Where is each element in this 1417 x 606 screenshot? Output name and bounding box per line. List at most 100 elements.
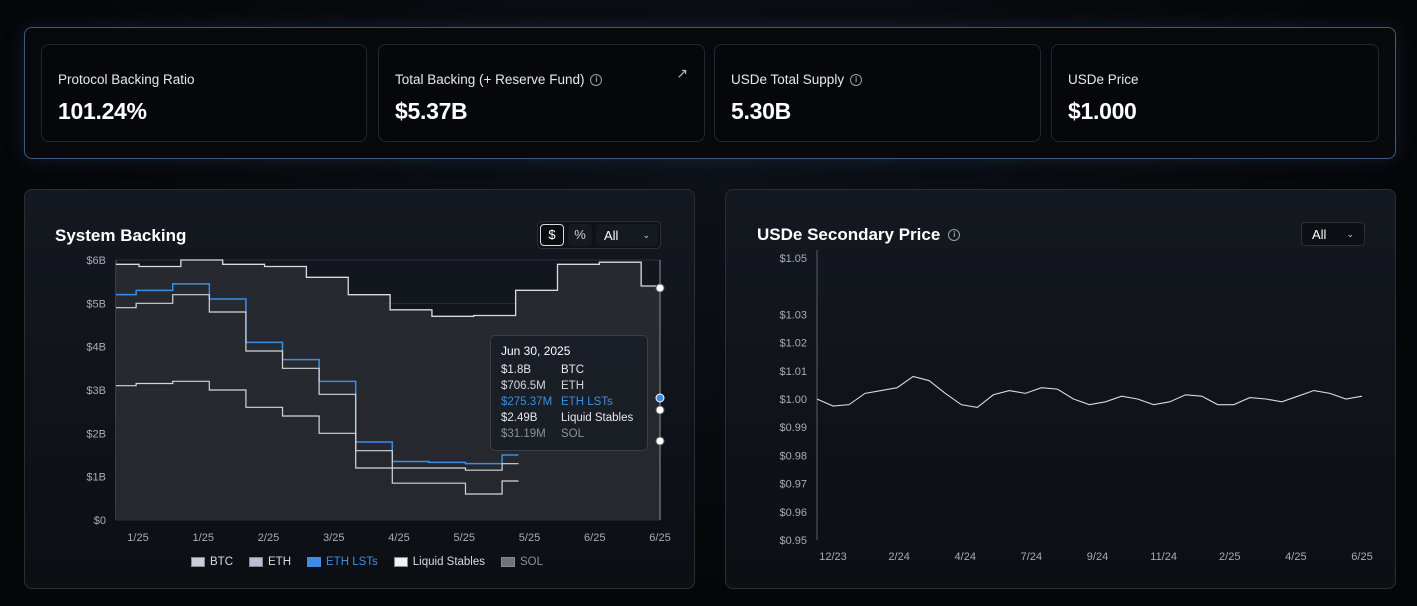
chevron-down-icon: ⌄ (642, 229, 650, 240)
range-select[interactable]: All ⌄ (1301, 222, 1365, 246)
info-icon[interactable]: i (850, 73, 863, 86)
x-tick-label: 9/24 (1087, 551, 1108, 563)
tooltip-label: ETH LSTs (561, 396, 613, 408)
unit-button-dollar[interactable]: $ (540, 224, 564, 246)
tooltip-label: ETH (561, 380, 584, 392)
tooltip-value: $2.49B (501, 412, 538, 424)
x-tick-label: 1/25 (193, 532, 214, 544)
y-tick-label: $0.95 (779, 535, 807, 547)
info-icon[interactable]: i (590, 73, 603, 86)
x-tick-label: 2/24 (888, 551, 909, 563)
stat-value: 101.24% (58, 98, 147, 124)
legend-item[interactable]: BTC (191, 556, 233, 568)
x-tick-label: 6/25 (649, 532, 670, 544)
tooltip-date: Jun 30, 2025 (501, 344, 571, 358)
legend-item[interactable]: ETH (249, 556, 291, 568)
system-backing-chart[interactable]: $6B $5B $4B $3B $2B $1B $0 1/25 1/25 2/25 3/25 4/2… (25, 190, 696, 550)
legend-item[interactable]: SOL (501, 556, 543, 568)
x-tick-label: 4/25 (388, 532, 409, 544)
external-link-arrow-icon[interactable]: ↗ (676, 65, 688, 81)
x-tick-label: 6/25 (1351, 551, 1372, 563)
x-tick-label: 2/25 (258, 532, 279, 544)
y-tick-label: $1.05 (779, 253, 807, 265)
panel-title-wrap: USDe Secondary Price i (757, 225, 961, 245)
tooltip-value: $706.5M (501, 380, 546, 392)
hover-dot-eth-lsts (655, 393, 665, 403)
stat-value: $5.37B (395, 98, 468, 124)
x-axis-ticks: 1/25 1/25 2/25 3/25 4/25 5/25 5/25 6/25 6/25 (127, 532, 670, 544)
x-tick-label: 1/25 (127, 532, 148, 544)
tooltip-value: $31.19M (501, 428, 546, 440)
stat-card-total-supply: USDe Total Supply i 5.30B (714, 44, 1041, 142)
x-tick-label: 12/23 (819, 551, 847, 563)
y-tick-label: $5B (86, 298, 106, 310)
stat-value: 5.30B (731, 98, 791, 124)
legend-label: BTC (210, 556, 233, 568)
hover-dot-total (655, 283, 665, 293)
series-line-total (116, 259, 660, 317)
x-tick-label: 6/25 (584, 532, 605, 544)
tooltip-label: BTC (561, 364, 584, 376)
stat-label: USDe Total Supply i (731, 72, 863, 87)
y-tick-label: $3B (86, 385, 106, 397)
legend-label: ETH (268, 556, 291, 568)
hover-dot-btc (655, 436, 665, 446)
y-tick-label: $1.02 (779, 338, 807, 350)
chart-tooltip: Jun 30, 2025 $1.8B BTC $706.5M ETH $275.… (490, 335, 648, 451)
legend-swatch (249, 557, 263, 567)
info-icon[interactable]: i (948, 229, 961, 241)
secondary-price-chart[interactable]: $1.05 $1.03 $1.02 $1.01 $1.00 $0.99 $0.98 $0.97… (726, 190, 1397, 570)
series-line-btc (116, 380, 519, 495)
series-line-eth (116, 294, 519, 471)
chart-legend: BTC ETH ETH LSTs Liquid Stables SOL (191, 556, 543, 568)
x-tick-label: 11/24 (1150, 551, 1177, 563)
stat-value: $1.000 (1068, 98, 1137, 124)
legend-item[interactable]: ETH LSTs (307, 556, 378, 568)
y-axis-ticks: $1.05 $1.03 $1.02 $1.01 $1.00 $0.99 $0.98 $0.97… (779, 253, 807, 547)
legend-item[interactable]: Liquid Stables (393, 556, 486, 568)
legend-label: ETH LSTs (326, 556, 378, 568)
x-axis-ticks: 12/23 2/24 4/24 7/24 9/24 11/24 2/25 4/25 6/25 (819, 551, 1372, 563)
y-tick-label: $1B (86, 472, 106, 484)
unit-button-percent[interactable]: % (568, 224, 592, 246)
y-tick-label: $1.03 (779, 309, 807, 321)
tooltip-value: $1.8B (501, 364, 532, 376)
chevron-down-icon: ⌄ (1346, 228, 1354, 239)
tooltip-row: $706.5M ETH (501, 378, 637, 394)
stat-card-total-backing[interactable]: Total Backing (+ Reserve Fund) i ↗ $5.37… (378, 44, 705, 142)
legend-label: SOL (520, 556, 544, 568)
secondary-price-panel: USDe Secondary Price i All ⌄ $1.05 $1.03 $… (725, 189, 1396, 589)
legend-swatch (307, 557, 321, 567)
tooltip-row: $275.37M ETH LSTs (501, 394, 637, 410)
legend-label: Liquid Stables (412, 556, 486, 568)
legend-swatch (501, 557, 516, 567)
stat-label-text: Protocol Backing Ratio (58, 72, 195, 87)
total-backing-area (116, 260, 660, 520)
tooltip-label: SOL (561, 428, 585, 440)
hover-dot-eth (655, 405, 665, 415)
tooltip-value: $275.37M (501, 396, 553, 408)
y-tick-label: $0 (94, 515, 106, 527)
stat-label: Protocol Backing Ratio (58, 72, 195, 87)
y-tick-label: $0.96 (779, 507, 807, 519)
y-tick-label: $6B (86, 255, 106, 267)
tooltip-row: $31.19M SOL (501, 426, 637, 442)
stat-label: Total Backing (+ Reserve Fund) i (395, 72, 603, 87)
x-tick-label: 2/25 (1219, 551, 1240, 563)
legend-swatch (191, 557, 205, 567)
x-tick-label: 3/25 (323, 532, 344, 544)
stat-label-text: Total Backing (+ Reserve Fund) (395, 72, 585, 87)
x-tick-label: 5/25 (519, 532, 540, 544)
y-tick-label: $4B (86, 342, 106, 354)
stats-panel: Protocol Backing Ratio 101.24% Total Bac… (24, 27, 1396, 159)
panel-title: System Backing (55, 226, 187, 245)
range-select[interactable]: All ⌄ (596, 224, 658, 246)
unit-toggle-group: $ % All ⌄ (537, 221, 661, 249)
tooltip-row: $1.8B BTC (501, 362, 637, 378)
stat-label-text: USDe Price (1068, 72, 1139, 87)
stat-label-text: USDe Total Supply (731, 72, 845, 87)
tooltip-row: $2.49B Liquid Stables (501, 410, 637, 426)
tooltip-label: Liquid Stables (561, 412, 634, 424)
stat-card-usde-price: USDe Price $1.000 (1051, 44, 1379, 142)
y-tick-label: $2B (86, 428, 106, 440)
